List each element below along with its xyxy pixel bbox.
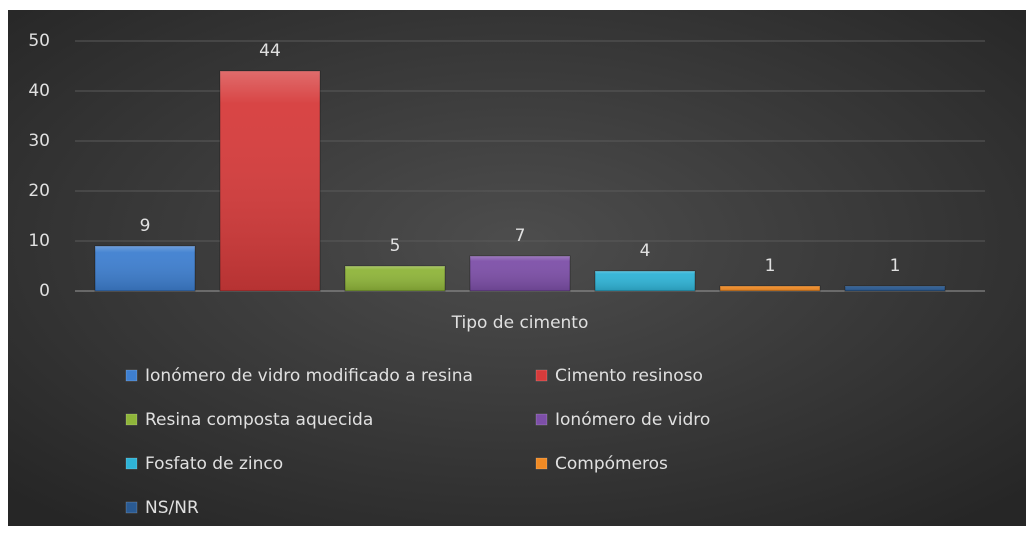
legend-label: Ionómero de vidro (555, 410, 710, 430)
data-label: 5 (390, 236, 401, 256)
data-label: 4 (640, 241, 651, 261)
x-tick-label: Tipo de cimento (451, 313, 589, 333)
data-label: 7 (515, 226, 526, 246)
data-label: 1 (890, 256, 901, 276)
legend-marker (125, 369, 138, 382)
bar (469, 255, 571, 292)
y-tick-label: 0 (39, 281, 50, 301)
legend-label: Compómeros (555, 454, 668, 474)
legend-marker (125, 501, 138, 514)
data-label: 44 (259, 41, 281, 61)
legend-label: Resina composta aquecida (145, 410, 373, 430)
y-tick-label: 30 (28, 131, 50, 151)
bar (594, 270, 696, 292)
legend-marker (535, 413, 548, 426)
legend-label: Cimento resinoso (555, 366, 703, 386)
legend-marker (125, 457, 138, 470)
legend-marker (535, 457, 548, 470)
y-tick-label: 50 (28, 31, 50, 51)
y-tick-label: 20 (28, 181, 50, 201)
legend-marker (535, 369, 548, 382)
data-label: 9 (140, 216, 151, 236)
y-tick-label: 10 (28, 231, 50, 251)
bar (344, 265, 446, 292)
legend-label: Fosfato de zinco (145, 454, 283, 474)
bar (719, 285, 821, 292)
y-tick-label: 40 (28, 81, 50, 101)
bar (844, 285, 946, 292)
data-label: 1 (765, 256, 776, 276)
legend-label: NS/NR (145, 498, 199, 518)
legend-label: Ionómero de vidro modificado a resina (145, 366, 473, 386)
bar (219, 70, 321, 292)
bar (94, 245, 196, 292)
legend-marker (125, 413, 138, 426)
